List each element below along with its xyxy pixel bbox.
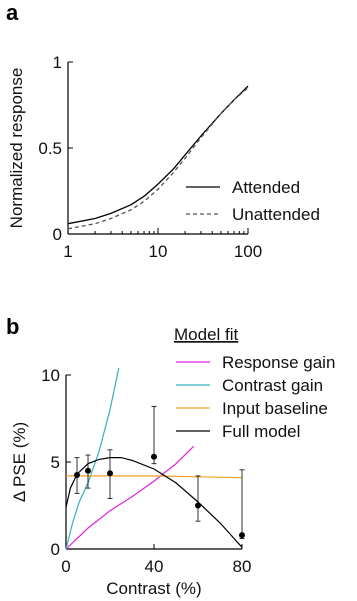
y-tick-label: 1 (53, 53, 62, 72)
chart-a-normalized-response: 0 0.5 1 1 10 100 Normalized response Attended Un… (7, 53, 320, 261)
y-tick-label: 0 (53, 225, 62, 244)
series-line-response-gain (65, 445, 195, 550)
series-line-contrast-gain (65, 367, 120, 550)
series-line-input-baseline (66, 475, 243, 479)
x-tick-label: 100 (234, 242, 262, 261)
series-line-attended (67, 85, 249, 225)
x-axis-label: Contrast (%) (106, 579, 201, 598)
legend-label-full-model: Full model (222, 422, 300, 441)
legend-label-attended: Attended (232, 178, 300, 197)
series-line-unattended (67, 87, 249, 230)
legend-label-unattended: Unattended (232, 205, 320, 224)
y-tick-label: 10 (41, 366, 60, 385)
data-point (239, 532, 245, 539)
x-tick-label: 40 (145, 557, 164, 576)
data-point (151, 453, 157, 460)
data-point (74, 472, 80, 479)
x-tick-label: 80 (233, 557, 252, 576)
legend-title: Model fit (174, 325, 239, 344)
legend-label-contrast-gain: Contrast gain (222, 376, 323, 395)
data-point (107, 470, 113, 477)
data-point (195, 502, 201, 509)
x-tick-label: 1 (63, 242, 72, 261)
y-tick-label: 5 (51, 453, 60, 472)
y-tick-label: 0.5 (38, 139, 62, 158)
legend-label-response-gain: Response gain (222, 353, 335, 372)
legend-label-input-baseline: Input baseline (222, 399, 328, 418)
y-tick-label: 0 (51, 540, 60, 559)
panel-letter-a: a (6, 0, 19, 25)
data-point (85, 467, 91, 474)
y-axis-label: Normalized response (7, 68, 26, 229)
panel-letter-b: b (6, 314, 20, 339)
x-tick-label: 10 (149, 242, 168, 261)
chart-b-delta-pse: 0 5 10 0 40 80 Contrast (%) Δ PSE (%) Model fit R… (10, 325, 335, 598)
x-tick-label: 0 (61, 557, 70, 576)
y-axis-label: Δ PSE (%) (10, 422, 29, 502)
